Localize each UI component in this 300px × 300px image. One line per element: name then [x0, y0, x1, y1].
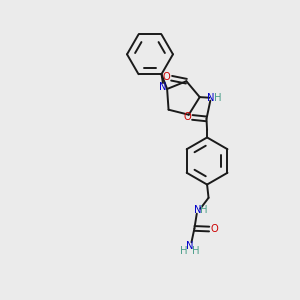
Text: O: O	[210, 224, 218, 234]
Text: H: H	[192, 246, 200, 256]
Text: N: N	[186, 241, 194, 251]
Text: N: N	[207, 93, 215, 103]
Text: H: H	[200, 205, 208, 215]
Text: H: H	[180, 246, 187, 256]
Text: N: N	[159, 82, 167, 92]
Text: N: N	[194, 205, 201, 215]
Text: O: O	[163, 72, 170, 82]
Text: O: O	[184, 112, 191, 122]
Text: H: H	[214, 93, 221, 103]
